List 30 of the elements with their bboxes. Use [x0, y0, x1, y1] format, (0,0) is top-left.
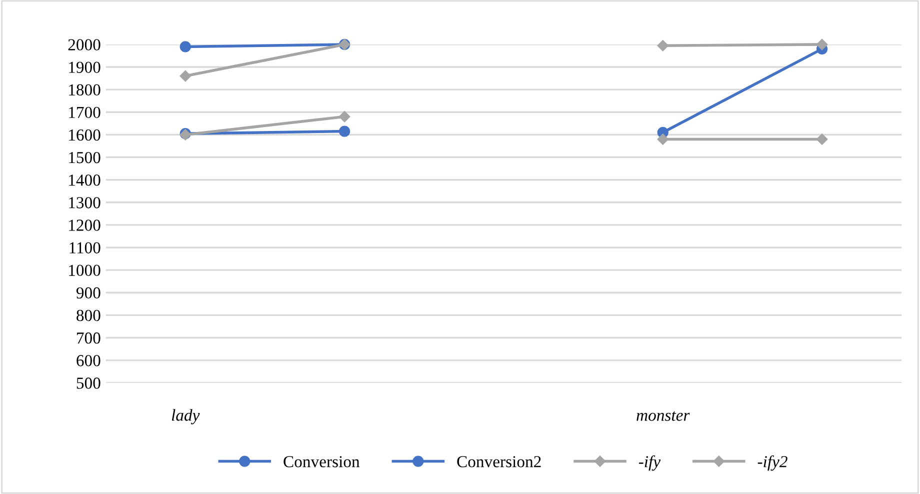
- y-tick-label: 1400: [69, 174, 100, 186]
- y-tick-label: 1100: [70, 242, 100, 254]
- point: [338, 111, 350, 122]
- point: [816, 38, 828, 50]
- y-tick-label: 900: [76, 287, 100, 299]
- y-tick-label: 1200: [69, 220, 100, 231]
- y-tick-label: 2000: [68, 39, 100, 50]
- y-tick-label: 500: [76, 378, 100, 389]
- y-tick-label: 1000: [69, 264, 100, 276]
- x-tick-label: lady: [172, 409, 200, 424]
- y-tick-label: 800: [76, 310, 100, 322]
- legend-label: Conversion2: [457, 456, 541, 468]
- y-tick-label: 1800: [69, 84, 100, 96]
- y-tick-label: 1500: [69, 152, 100, 164]
- point: [657, 134, 668, 145]
- y-tick-label: 1300: [69, 197, 100, 208]
- y-tick-label: 1700: [69, 106, 100, 118]
- legend-label: -ify2: [758, 455, 788, 471]
- y-tick-label: 600: [76, 354, 100, 366]
- point: [180, 70, 191, 82]
- y-tick-label: 700: [77, 332, 100, 344]
- point: [338, 126, 350, 137]
- point: [657, 40, 668, 52]
- y-tick-label: 1900: [69, 62, 100, 73]
- legend-label: -ify: [638, 455, 661, 471]
- y-tick-label: 1600: [69, 129, 100, 141]
- legend-label: Conversion: [284, 456, 360, 468]
- point: [180, 41, 191, 52]
- x-tick-label: monster: [636, 411, 690, 421]
- point: [816, 134, 828, 145]
